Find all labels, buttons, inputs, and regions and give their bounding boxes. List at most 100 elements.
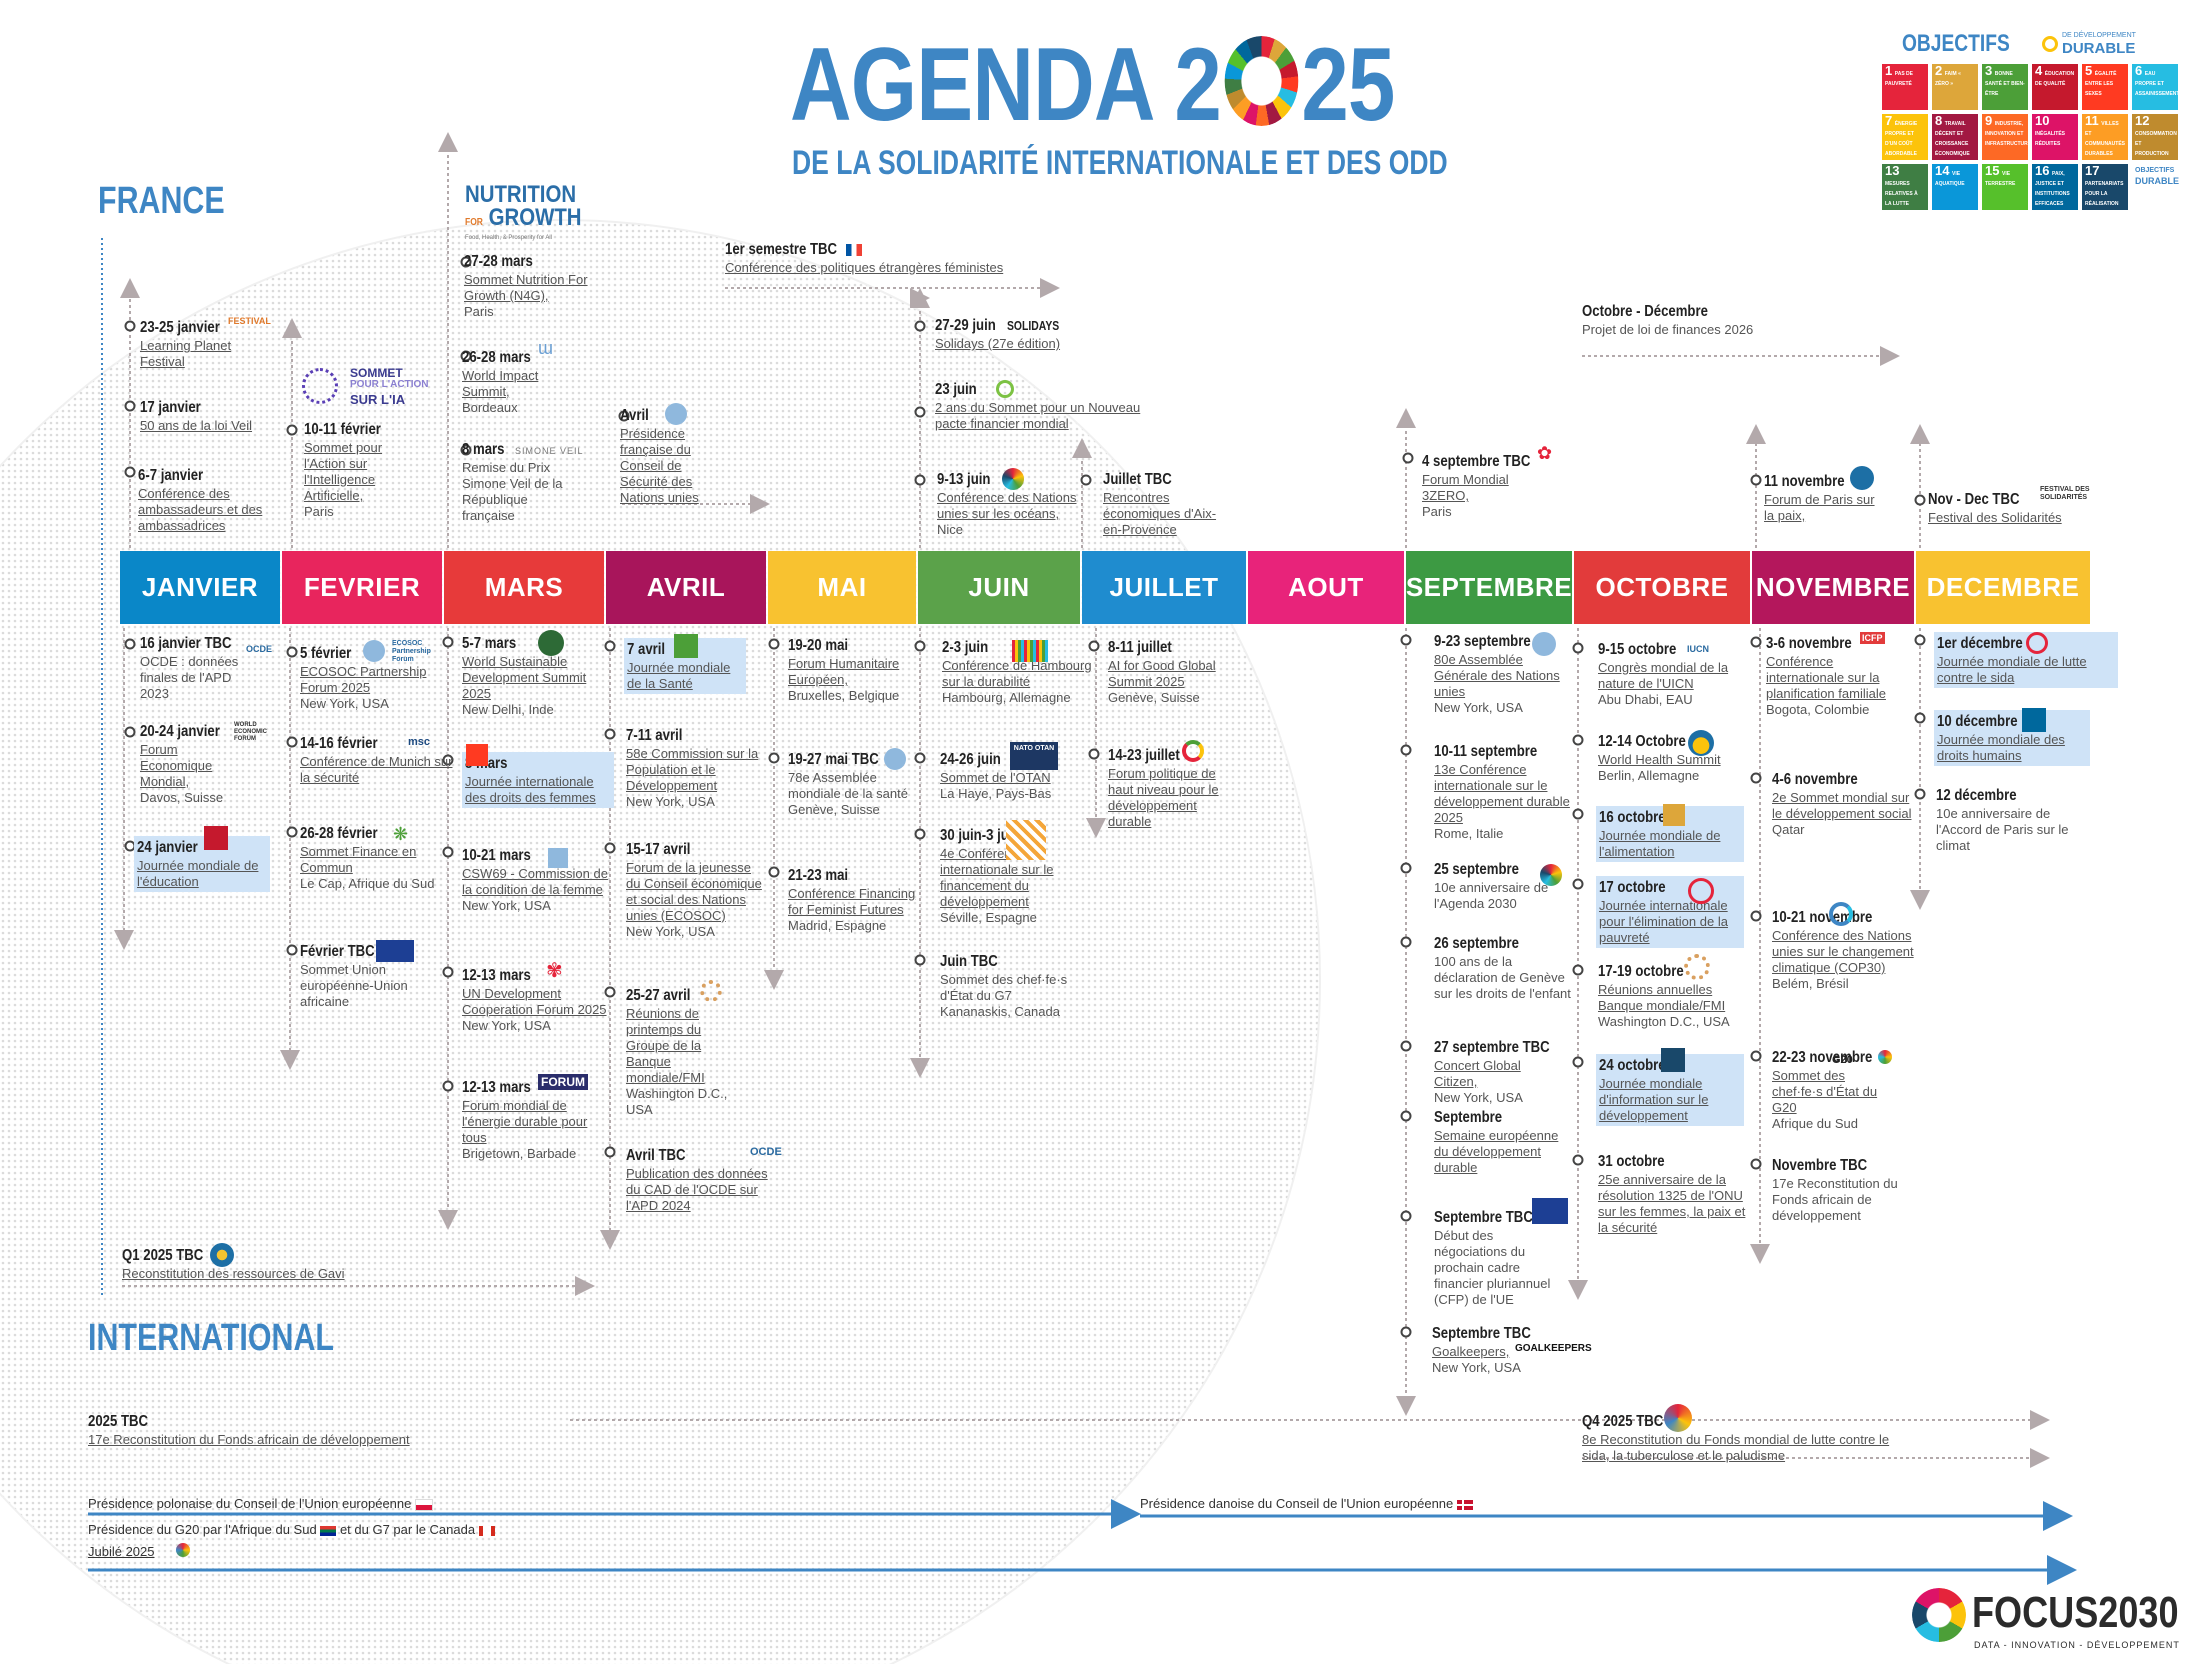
sdg-tile-16: 16 PAIX, JUSTICE ET INSTITUTIONS EFFICAC… [2032, 164, 2078, 210]
sdg-tile-number: 13 [1885, 163, 1900, 178]
event-title[interactable]: Présidence française du Conseil de Sécur… [620, 426, 699, 505]
event-place: New Delhi, Inde [462, 702, 554, 717]
event-title[interactable]: Conférence des Nations unies sur les océ… [937, 490, 1077, 521]
event-date: 9-15 octobre [1598, 641, 1677, 658]
event-title[interactable]: Forum mondial de l'énergie durable pour … [462, 1098, 588, 1145]
event-title[interactable]: Rencontres économiques d'Aix-en-Provence [1103, 490, 1217, 537]
intl-event-15: 15-17 avril Forum de la jeunesse du Conse… [626, 840, 766, 940]
event-title[interactable]: Forum de Paris sur la paix, [1764, 492, 1875, 523]
event-title[interactable]: Forum Mondial 3ZERO, [1422, 472, 1509, 503]
event-title[interactable]: AI for Good Global Summit 2025 [1108, 658, 1216, 689]
intl-event-29: 25 septembre 10e anniversaire de l'Agenda… [1434, 860, 1564, 912]
event-place: Bruxelles, Belgique [788, 688, 900, 703]
event-title[interactable]: Festival des Solidarités [1928, 510, 2062, 525]
event-title[interactable]: Journée mondiale de l'alimentation [1599, 828, 1721, 859]
event-title[interactable]: ECOSOC Partnership Forum 2025 [300, 664, 427, 695]
event-title[interactable]: 50 ans de la loi Veil [140, 418, 253, 433]
poland-flag-icon [415, 1498, 433, 1511]
event-title[interactable]: Goalkeepers, [1432, 1344, 1510, 1359]
odd-logo: OBJECTIFS DE DÉVELOPPEMENT DURABLE [1902, 30, 2136, 64]
event-title[interactable]: World Sustainable Development Summit 202… [462, 654, 587, 701]
event-title[interactable]: Concert Global Citizen, [1434, 1058, 1521, 1089]
event-title[interactable]: Journée mondiale de lutte contre le sida [1937, 654, 2087, 685]
intl-event-26: 14-23 juillet Forum politique de haut niv… [1108, 746, 1238, 830]
event-title[interactable]: Conférence de Hambourg sur la durabilité [942, 658, 1092, 689]
event-title[interactable]: Journée internationale des droits des fe… [465, 774, 596, 805]
event-forum-paix: 11 novembre Forum de Paris sur la paix, [1764, 472, 1884, 524]
sdg-tile-6: 6 EAU PROPRE ET ASSAINISSEMENT [2132, 64, 2179, 110]
event-title[interactable]: Publication des données du CAD de l'OCDE… [626, 1166, 768, 1213]
ia-logo-line2: POUR L'ACTION [350, 379, 429, 390]
event-date: Q1 2025 TBC [122, 1247, 204, 1264]
intl-event-5: 14-16 février Conférence de Munich sur la… [300, 734, 460, 786]
event-title[interactable]: Journée internationale pour l'éliminatio… [1599, 898, 1728, 945]
event-title[interactable]: Journée mondiale de l'éducation [137, 858, 259, 889]
cop30-icon [1829, 902, 1853, 926]
event-title[interactable]: World Impact Summit, [462, 368, 539, 399]
event-title[interactable]: Sommet Nutrition For Growth (N4G), [464, 272, 588, 303]
event-title[interactable]: 8e Reconstitution du Fonds mondial de lu… [1582, 1432, 1890, 1463]
jubile-label[interactable]: Jubilé 2025 [88, 1544, 155, 1559]
event-title[interactable]: Conférence internationale sur la planifi… [1766, 654, 1886, 701]
event-date: 10 décembre [1937, 713, 2018, 730]
event-title[interactable]: Journée mondiale de la Santé [627, 660, 731, 691]
event-title[interactable]: Forum de la jeunesse du Conseil économiq… [626, 860, 762, 923]
event-date: 17 janvier [140, 399, 201, 416]
intl-event-43: 4-6 novembre 2e Sommet mondial sur le dév… [1772, 770, 1922, 838]
event-place: New York, USA [626, 794, 715, 809]
event-title[interactable]: Conférence des politiques étrangères fém… [725, 260, 1004, 275]
event-title[interactable]: 4e Conférence internationale sur le fina… [940, 846, 1054, 909]
intl-event-21: 2-3 juin Conférence de Hambourg sur la du… [942, 638, 1092, 706]
event-title[interactable]: Réunions de printemps du Groupe de la Ba… [626, 1006, 705, 1085]
event-title[interactable]: Journée mondiale d'information sur le dé… [1599, 1076, 1709, 1123]
event-place: Bordeaux [462, 400, 518, 415]
event-date: 19-27 mai TBC [788, 751, 879, 768]
event-title[interactable]: Sommet des chef·fe·s d'État du G20 [1772, 1068, 1878, 1115]
intl-event-31: 27 septembre TBC Concert Global Citizen, N… [1434, 1038, 1564, 1106]
event-title[interactable]: Solidays (27e édition) [935, 336, 1061, 351]
event-title[interactable]: UN Development Cooperation Forum 2025 [462, 986, 607, 1017]
event-title[interactable]: World Health Summit [1598, 752, 1721, 767]
event-title[interactable]: Conférence de Munich sur la sécurité [300, 754, 453, 785]
intl-event-19: 19-27 mai TBC 78e Assemblée mondiale de l… [788, 750, 918, 818]
sdg-tile-number: 3 [1985, 63, 1993, 78]
event-title[interactable]: Conférence des ambassadeurs et des ambas… [138, 486, 263, 533]
event-date: 3-6 novembre [1766, 635, 1852, 652]
intl-event-28: 10-11 septembre 13e Conférence internatio… [1434, 742, 1589, 842]
event-date: 14-16 février [300, 735, 378, 752]
event-title[interactable]: 2e Sommet mondial sur le développement s… [1772, 790, 1912, 821]
event-title[interactable]: 80e Assemblée Générale des Nations unies [1434, 652, 1560, 699]
event-title[interactable]: Learning Planet Festival [140, 338, 232, 369]
sdg-tile-13: 13 MESURES RELATIVES À LA LUTTE CONTRE L… [1882, 163, 1928, 237]
intl-event-30: 26 septembre 100 ans de la déclaration de… [1434, 934, 1574, 1002]
event-place: Belém, Brésil [1772, 976, 1849, 991]
event-title[interactable]: Reconstitution des ressources de Gavi [122, 1266, 345, 1281]
event-title[interactable]: 58e Commission sur la Population et le D… [626, 746, 759, 793]
event-title[interactable]: Conférence des Nations unies sur le chan… [1772, 928, 1914, 975]
intl-event-16: 25-27 avril Réunions de printemps du Grou… [626, 986, 746, 1118]
event-title[interactable]: Sommet pour l'Action sur l'Intelligence … [304, 440, 383, 503]
sdg-wheel-small-icon [1002, 468, 1024, 490]
intl-event-17: Avril TBC Publication des données du CAD … [626, 1146, 776, 1214]
event-title[interactable]: 25e anniversaire de la résolution 1325 d… [1598, 1172, 1746, 1235]
event-date: 21-23 mai [788, 867, 849, 884]
intl-event-39: 17-19 octobre Réunions annuelles Banque m… [1598, 962, 1748, 1030]
event-title[interactable]: Congrès mondial de la nature de l'UICN [1598, 660, 1729, 691]
event-title[interactable]: Conférence Financing for Feminist Future… [788, 886, 916, 917]
event-festisol: Nov - Dec TBC Festival des Solidarités [1928, 490, 2098, 526]
event-title[interactable]: Réunions annuelles Banque mondiale/FMI [1598, 982, 1726, 1013]
event-title[interactable]: Forum politique de haut niveau pour le d… [1108, 766, 1219, 829]
event-title[interactable]: Semaine européenne du développement dura… [1434, 1128, 1559, 1175]
event-title[interactable]: 13e Conférence internationale sur le dév… [1434, 762, 1570, 825]
event-title[interactable]: Sommet Finance en Commun [300, 844, 417, 875]
event-title[interactable]: CSW69 - Commission de la condition de la… [462, 866, 608, 897]
event-title[interactable]: Journée mondiale des droits humains [1937, 732, 2065, 763]
event-title[interactable]: Sommet de l'OTAN [940, 770, 1051, 785]
event-title[interactable]: Forum Humanitaire Européen, [788, 656, 900, 687]
intl-event-34: Septembre TBC Goalkeepers, New York, USA [1432, 1324, 1582, 1376]
event-title[interactable]: 17e Reconstitution du Fonds africain de … [88, 1432, 410, 1447]
whs-icon [1688, 730, 1714, 756]
event-title[interactable]: Forum Economique Mondial, [140, 742, 213, 789]
event-title[interactable]: 2 ans du Sommet pour un Nouveau pacte fi… [935, 400, 1141, 431]
event-place: Remise du Prix Simone Veil de la Républi… [462, 460, 563, 523]
